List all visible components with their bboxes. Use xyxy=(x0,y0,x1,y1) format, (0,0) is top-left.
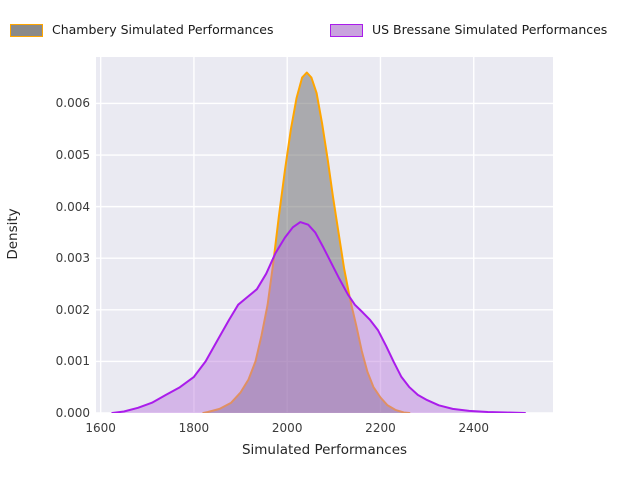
us-bressane-density-line xyxy=(111,221,526,413)
y-tick-label-0.001: 0.001 xyxy=(55,354,90,369)
x-tick-label-2000: 2000 xyxy=(271,421,303,435)
x-tick-label-2400: 2400 xyxy=(458,421,489,435)
y-tick-label-0.000: 0.000 xyxy=(55,406,90,420)
legend-item-us-bressane: US Bressane Simulated Performances xyxy=(330,20,607,40)
y-tick-label-0.002: 0.002 xyxy=(55,302,90,317)
y-tick-label-0.005: 0.005 xyxy=(55,148,90,163)
chambery-density-line xyxy=(202,71,411,413)
x-tick-label-1600: 1600 xyxy=(85,421,116,435)
legend-swatch-chambery xyxy=(10,23,43,37)
x-axis-label: Simulated Performances xyxy=(241,442,408,458)
y-axis-label: Density xyxy=(5,208,21,260)
x-tick-label-2200: 2200 xyxy=(365,421,396,435)
y-tick-label-0.003: 0.003 xyxy=(55,251,90,266)
chambery-density-area xyxy=(203,72,410,413)
legend-swatch-us-bressane xyxy=(330,23,363,37)
y-tick-label-0.004: 0.004 xyxy=(55,199,90,214)
legend-label-us-bressane: US Bressane Simulated Performances xyxy=(372,22,608,37)
plot-area xyxy=(96,57,553,413)
x-tick-label-1800: 1800 xyxy=(178,421,210,435)
density-chart xyxy=(96,57,553,413)
legend-label-chambery: Chambery Simulated Performances xyxy=(52,22,274,37)
y-tick-label-0.006: 0.006 xyxy=(55,96,90,111)
us-bressane-density-area xyxy=(112,222,526,413)
legend-item-chambery: Chambery Simulated Performances xyxy=(10,20,273,40)
